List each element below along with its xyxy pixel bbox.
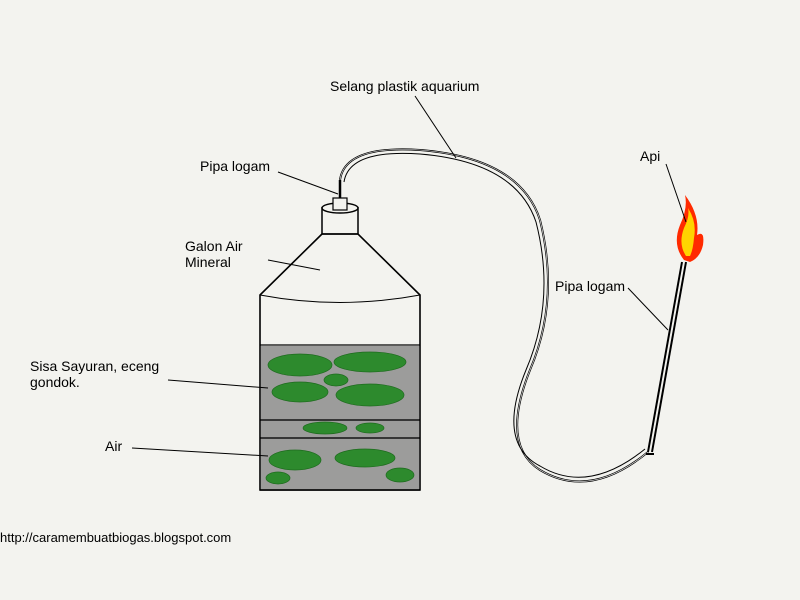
flame: [677, 195, 704, 262]
label-pipa-logam-2: Pipa logam: [555, 278, 625, 294]
label-pipa-logam-1: Pipa logam: [200, 158, 270, 174]
label-selang: Selang plastik aquarium: [330, 78, 479, 94]
label-galon: Galon Air Mineral: [185, 238, 243, 270]
source-url: http://caramembuatbiogas.blogspot.com: [0, 530, 231, 545]
gallon-bottle: [260, 198, 420, 490]
pipa-logam-right: [646, 262, 686, 454]
label-air: Air: [105, 438, 122, 454]
label-sisa-sayuran: Sisa Sayuran, eceng gondok.: [30, 358, 159, 390]
label-api: Api: [640, 148, 660, 164]
